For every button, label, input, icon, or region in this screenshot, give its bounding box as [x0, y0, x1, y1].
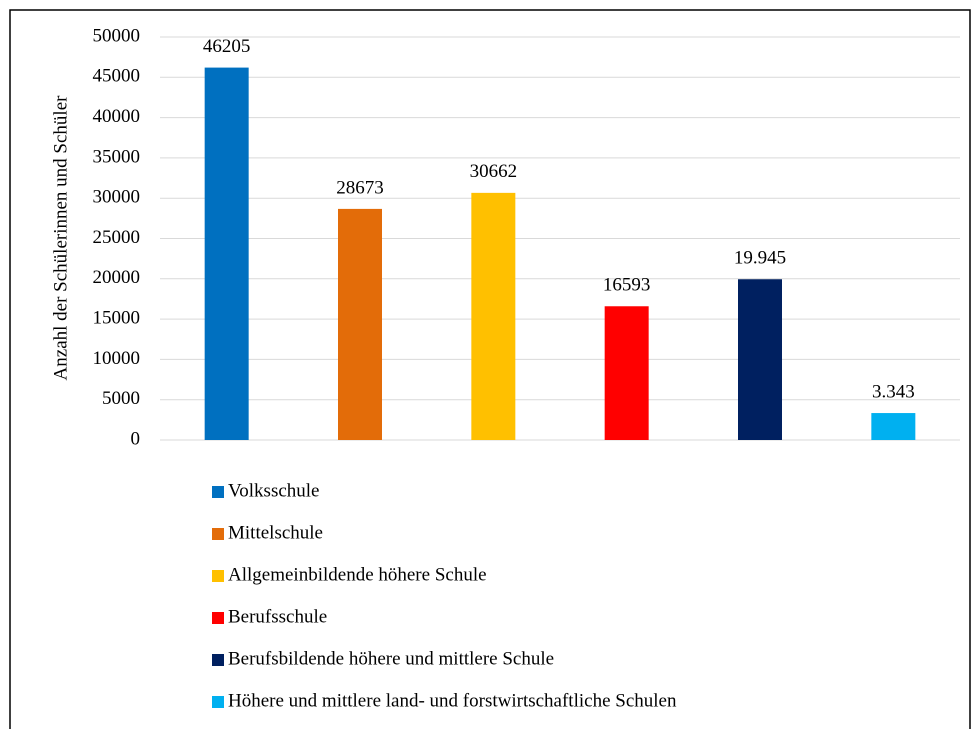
legend-label: Mittelschule	[228, 522, 323, 543]
legend-swatch	[212, 612, 224, 624]
legend-swatch	[212, 486, 224, 498]
data-label: 19.945	[734, 248, 786, 269]
y-tick-label: 5000	[102, 388, 140, 409]
bar	[204, 67, 249, 440]
y-tick-label: 50000	[93, 25, 141, 46]
data-label: 30662	[470, 161, 518, 182]
data-label: 46205	[203, 36, 251, 57]
y-tick-label: 25000	[93, 227, 141, 248]
y-tick-label: 10000	[93, 348, 141, 369]
bar	[871, 413, 916, 440]
y-tick-label: 0	[131, 428, 141, 449]
y-tick-label: 15000	[93, 307, 141, 328]
y-tick-label: 20000	[93, 267, 141, 288]
legend-label: Höhere und mittlere land- und forstwirts…	[228, 690, 677, 711]
y-tick-label: 40000	[93, 106, 141, 127]
legend-swatch	[212, 696, 224, 708]
y-tick-label: 45000	[93, 66, 141, 87]
y-tick-label: 30000	[93, 187, 141, 208]
legend-label: Volksschule	[228, 480, 319, 501]
legend-label: Berufsbildende höhere und mittlere Schul…	[228, 648, 554, 669]
bar	[338, 208, 382, 440]
data-label: 3.343	[872, 381, 915, 402]
legend-swatch	[212, 570, 224, 582]
legend-swatch	[212, 528, 224, 540]
bar	[471, 192, 516, 440]
data-label: 28673	[336, 177, 384, 198]
bar	[604, 306, 649, 440]
bar	[738, 279, 782, 440]
y-tick-label: 35000	[93, 146, 141, 167]
legend-swatch	[212, 654, 224, 666]
legend-label: Allgemeinbildende höhere Schule	[228, 564, 487, 585]
y-axis-title: Anzahl der Schülerinnen und Schüler	[50, 95, 71, 381]
data-label: 16593	[603, 275, 651, 296]
legend-label: Berufsschule	[228, 606, 327, 627]
chart-frame	[9, 9, 971, 729]
